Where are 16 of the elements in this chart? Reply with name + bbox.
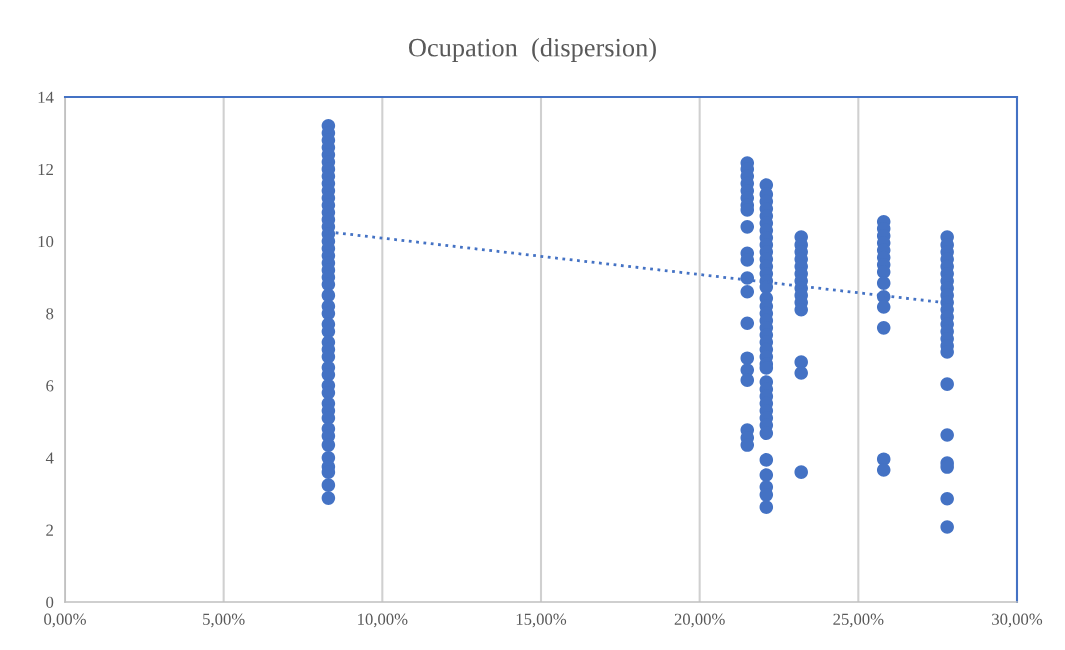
y-tick-label: 12 xyxy=(38,163,53,175)
y-tick-label: 14 xyxy=(38,91,54,103)
y-tick-label: 10 xyxy=(38,235,54,248)
y-tick-label: 0 xyxy=(46,596,54,608)
y-tick-label: 6 xyxy=(46,380,54,392)
x-tick-label: 10,00% xyxy=(358,613,408,628)
x-tick-label: 25,00% xyxy=(833,613,884,628)
x-tick-label: 5,00% xyxy=(203,613,245,628)
y-tick-label: 8 xyxy=(46,308,54,320)
x-tick-label: 0,00% xyxy=(44,613,86,628)
x-tick-label: 20,00% xyxy=(674,613,725,628)
x-tick-label: 30,00% xyxy=(992,613,1043,628)
x-tick-label: 15,00% xyxy=(516,613,567,628)
chart-title: Ocupation (dispersion) xyxy=(409,38,656,62)
y-tick-label: 2 xyxy=(46,524,53,536)
y-tick-label: 4 xyxy=(45,452,54,464)
